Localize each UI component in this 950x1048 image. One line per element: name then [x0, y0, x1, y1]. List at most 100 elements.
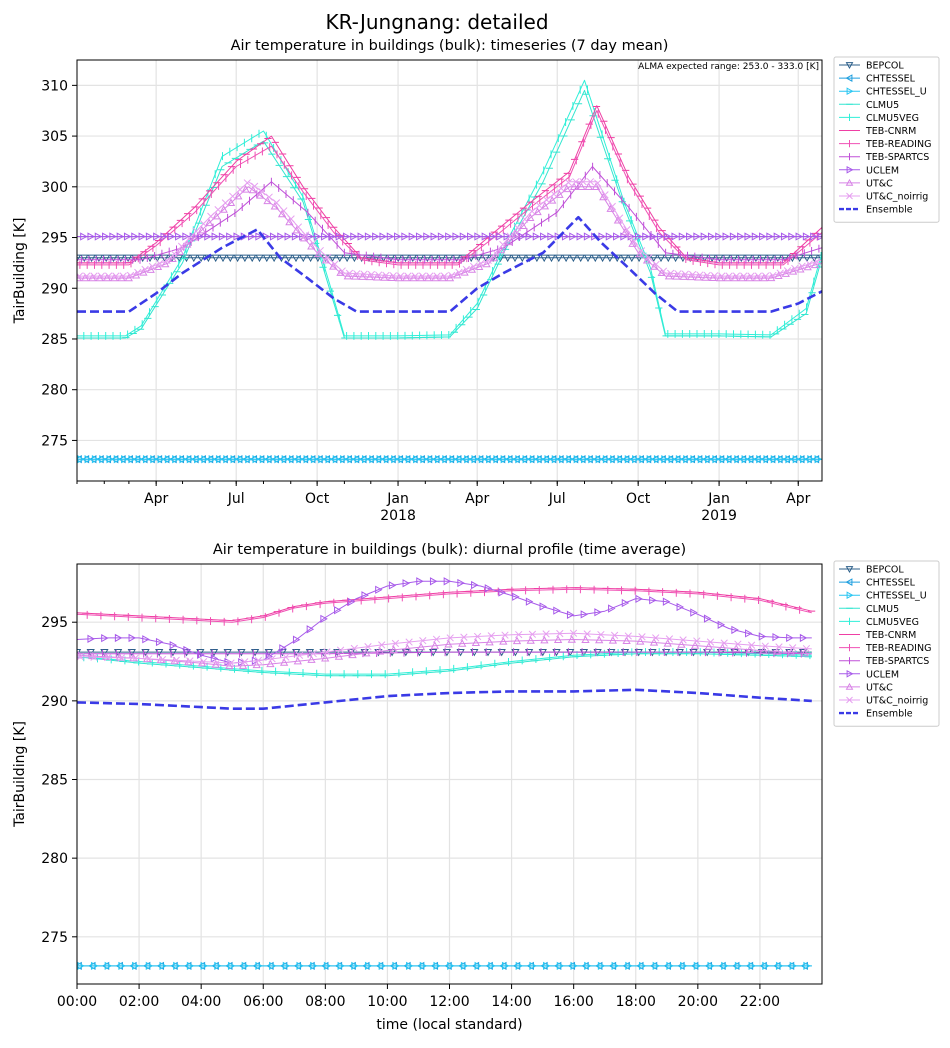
series-line — [77, 186, 822, 279]
series-markers — [88, 648, 802, 658]
series-ut-c — [77, 182, 822, 282]
y-tick-label: 305 — [41, 129, 68, 145]
legend-box — [833, 560, 940, 727]
axes-frame — [76, 59, 823, 482]
x-axis-label: time (local standard) — [376, 1017, 522, 1033]
legend-entry-label: CLMU5VEG — [866, 113, 919, 124]
legend-entry-label: BEPCOL — [866, 565, 904, 576]
series-ut-c-noirrig — [77, 178, 822, 280]
legend-entry-label: UT&C — [866, 682, 893, 693]
x-tick-label: Jul — [227, 491, 245, 507]
series-markers — [81, 587, 816, 621]
series-markers — [77, 629, 811, 667]
x-tick-label: 18:00 — [616, 994, 656, 1010]
legend-entry-label: CLMU5 — [866, 100, 899, 111]
series-markers — [77, 455, 820, 464]
x-tick-label: Oct — [626, 491, 651, 507]
x-tick-label: 06:00 — [243, 994, 283, 1010]
legend-marker — [846, 669, 854, 678]
legend-entry-label: CHTESSEL_U — [866, 87, 927, 98]
chart-title: Air temperature in buildings (bulk): tim… — [231, 38, 669, 54]
legend-entry-label: TEB-SPARTCS — [865, 152, 929, 163]
y-tick-label: 285 — [41, 773, 68, 789]
legend-marker — [845, 566, 854, 574]
x-tick-label: 12:00 — [429, 994, 469, 1010]
series-line — [77, 639, 812, 667]
series-layer — [77, 79, 822, 464]
series-markers — [77, 961, 811, 971]
series-markers — [77, 178, 821, 280]
series-markers — [80, 232, 822, 241]
legend-entry-label: UT&C — [866, 178, 893, 189]
legend-marker — [846, 87, 854, 96]
x-tick-label: Jan — [386, 491, 409, 507]
legend-entry-label: TEB-READING — [865, 139, 931, 150]
series-line — [77, 166, 822, 261]
timeseries-panel: Air temperature in buildings (bulk): tim… — [12, 38, 940, 524]
series-chtessel-u — [77, 455, 822, 464]
y-tick-label: 290 — [41, 694, 68, 710]
series-teb-reading — [77, 585, 812, 626]
x-tick-label: 10:00 — [367, 994, 407, 1010]
legend-entry-label: TEB-CNRM — [865, 630, 916, 641]
series-markers — [79, 109, 818, 269]
legend-marker — [845, 682, 854, 690]
y-tick-label: 285 — [41, 332, 68, 348]
y-tick-label: 280 — [41, 851, 68, 867]
series-line — [77, 110, 822, 266]
series-teb-reading — [77, 109, 822, 269]
legend-entry-label: CHTESSEL — [866, 74, 916, 85]
x-tick-label: 08:00 — [305, 994, 345, 1010]
series-line — [77, 215, 822, 313]
y-axis-label: TairBuilding [K] — [12, 721, 28, 828]
series-markers — [77, 182, 820, 282]
legend-entry-label: BEPCOL — [866, 61, 904, 72]
series-ensemble — [77, 688, 812, 710]
legend-marker — [846, 696, 853, 704]
legend-entry-label: UCLEM — [866, 669, 899, 680]
series-markers — [77, 455, 822, 464]
legend-entry-label: UT&C_noirrig — [866, 192, 928, 203]
legend: BEPCOL CHTESSEL CHTESSEL_U CLMU5 CLMU5VEG TEB… — [833, 56, 940, 223]
legend-entry-label: CLMU5 — [866, 604, 899, 615]
series-ut-c-noirrig — [77, 629, 812, 667]
x-tick-label: 2019 — [701, 508, 737, 524]
x-tick-label: 2018 — [380, 508, 416, 524]
legend-entry-label: CHTESSEL — [866, 578, 916, 589]
legend-marker — [845, 178, 854, 186]
y-tick-label: 310 — [41, 78, 68, 94]
x-tick-label: 16:00 — [553, 994, 593, 1010]
series-bepcol — [77, 254, 822, 263]
legend: BEPCOL CHTESSEL CHTESSEL_U CLMU5 CLMU5VEG TEB… — [833, 560, 940, 727]
x-tick-label: Jul — [548, 491, 566, 507]
y-tick-label: 295 — [41, 615, 68, 631]
y-tick-label: 295 — [41, 231, 68, 247]
y-tick-label: 290 — [41, 281, 68, 297]
legend-marker — [846, 591, 854, 600]
legend-entry-label: UCLEM — [866, 165, 899, 176]
figure-suptitle: KR-Jungnang: detailed — [325, 10, 548, 34]
x-tick-label: 00:00 — [57, 994, 97, 1010]
legend-entry-label: TEB-SPARTCS — [865, 656, 929, 667]
range-annotation: ALMA expected range: 253.0 - 333.0 [K] — [638, 62, 819, 72]
x-tick-label: Apr — [786, 491, 810, 507]
x-tick-label: 02:00 — [119, 994, 159, 1010]
series-layer — [77, 577, 816, 971]
series-chtessel-u — [77, 961, 812, 971]
legend-entry-label: Ensemble — [866, 709, 913, 720]
legend-marker — [846, 165, 854, 174]
series-uclem — [77, 577, 812, 667]
y-tick-label: 300 — [41, 180, 68, 196]
series-uclem — [77, 232, 822, 241]
legend-marker — [846, 192, 853, 200]
x-tick-label: 22:00 — [740, 994, 780, 1010]
legend-entry-label: TEB-CNRM — [865, 126, 916, 137]
series-ensemble — [77, 215, 822, 313]
series-markers — [77, 105, 820, 264]
x-tick-label: 20:00 — [678, 994, 718, 1010]
y-tick-label: 275 — [41, 930, 68, 946]
legend-box — [833, 56, 940, 223]
x-tick-label: 04:00 — [181, 994, 221, 1010]
